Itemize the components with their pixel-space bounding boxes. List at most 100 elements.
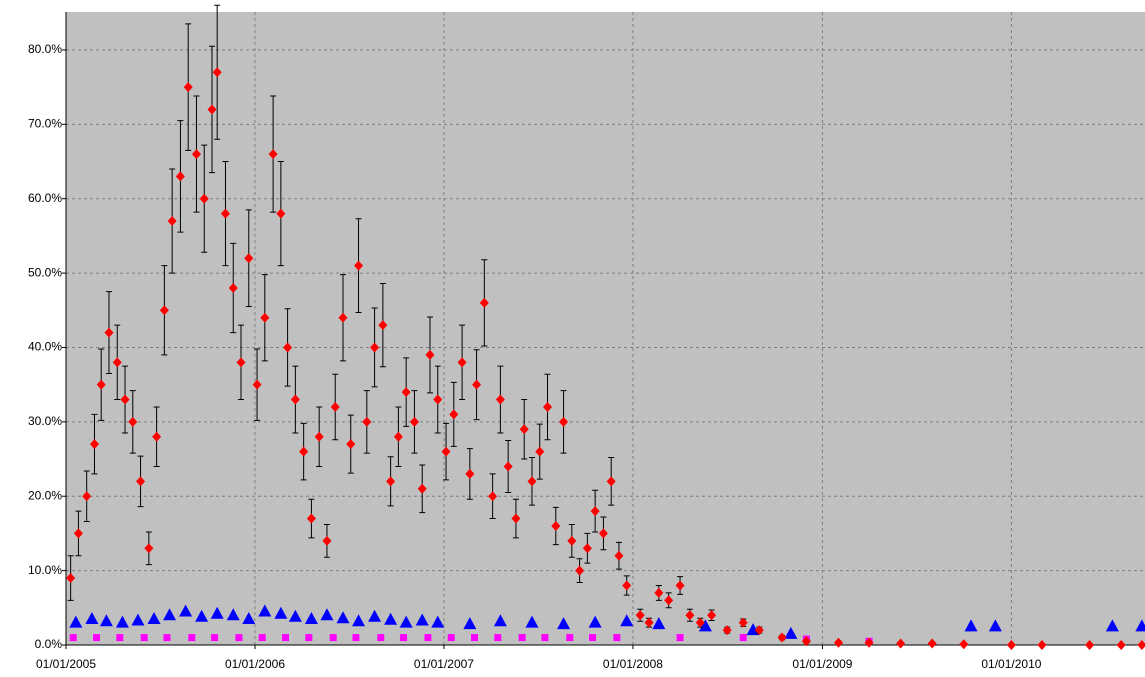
marker [368,609,382,622]
marker [518,634,526,642]
marker [695,617,705,628]
marker [449,409,459,420]
marker [104,327,114,338]
marker [801,636,811,647]
marker [226,608,240,621]
marker [128,416,138,427]
marker [503,461,513,472]
marker [1135,619,1145,632]
marker [457,357,467,368]
marker [896,638,906,649]
marker [707,610,717,621]
marker [620,614,634,627]
marker [393,431,403,442]
marker [685,610,695,621]
marker [199,193,209,204]
marker [179,604,193,617]
marker [274,606,288,619]
marker [354,260,364,271]
marker [304,611,318,624]
marker [738,617,748,628]
marker [493,614,507,627]
marker [543,401,553,412]
marker [131,613,145,626]
marker [242,611,256,624]
x-tick-label: 01/01/2008 [603,657,663,671]
marker [567,535,577,546]
marker [441,446,451,457]
marker [575,565,585,576]
marker [336,611,350,624]
marker [299,446,309,457]
marker [82,491,92,502]
marker [1085,640,1095,650]
marker [183,82,193,93]
marker [479,297,489,308]
x-tick-label: 01/01/2006 [225,657,285,671]
marker [527,476,537,487]
marker [314,431,324,442]
marker [236,357,246,368]
marker [69,615,83,628]
marker [283,342,293,353]
marker [386,476,396,487]
marker [519,424,529,435]
marker [305,634,313,642]
marker [306,513,316,524]
marker [622,580,632,591]
marker [589,634,597,642]
marker [722,625,732,636]
marker [559,416,569,427]
marker [739,634,747,642]
marker [220,208,230,219]
marker [244,253,254,264]
marker [590,506,600,517]
marker [147,611,161,624]
marker [495,394,505,405]
marker [927,638,937,649]
marker [330,401,340,412]
marker [258,634,266,642]
y-tick-label: 70.0% [28,116,62,130]
marker [115,615,129,628]
marker [401,387,411,398]
marker [635,610,645,621]
marker [320,608,334,621]
marker [1105,619,1119,632]
marker [959,639,969,650]
marker [964,619,978,632]
marker [352,614,366,627]
marker [338,312,348,323]
marker [89,439,99,450]
x-tick-label: 01/01/2009 [792,657,852,671]
marker [588,615,602,628]
marker [116,634,124,642]
plot-area [66,12,1145,645]
marker [85,611,99,624]
marker [99,614,113,627]
marker [471,634,479,642]
marker [235,634,243,642]
marker [175,171,185,182]
marker [613,634,621,642]
marker [112,357,122,368]
marker [431,615,445,628]
marker [212,67,222,78]
marker [228,282,238,293]
marker [606,476,616,487]
marker [288,609,302,622]
marker [207,104,217,115]
marker [191,149,201,160]
marker [409,416,419,427]
marker [784,626,798,639]
marker [417,483,427,494]
marker [1137,640,1145,650]
marker [654,587,664,598]
marker [152,431,162,442]
marker [195,609,209,622]
marker [598,528,608,539]
marker [322,535,332,546]
marker [352,634,360,642]
x-tick-label: 01/01/2010 [981,657,1041,671]
marker [1037,640,1047,650]
